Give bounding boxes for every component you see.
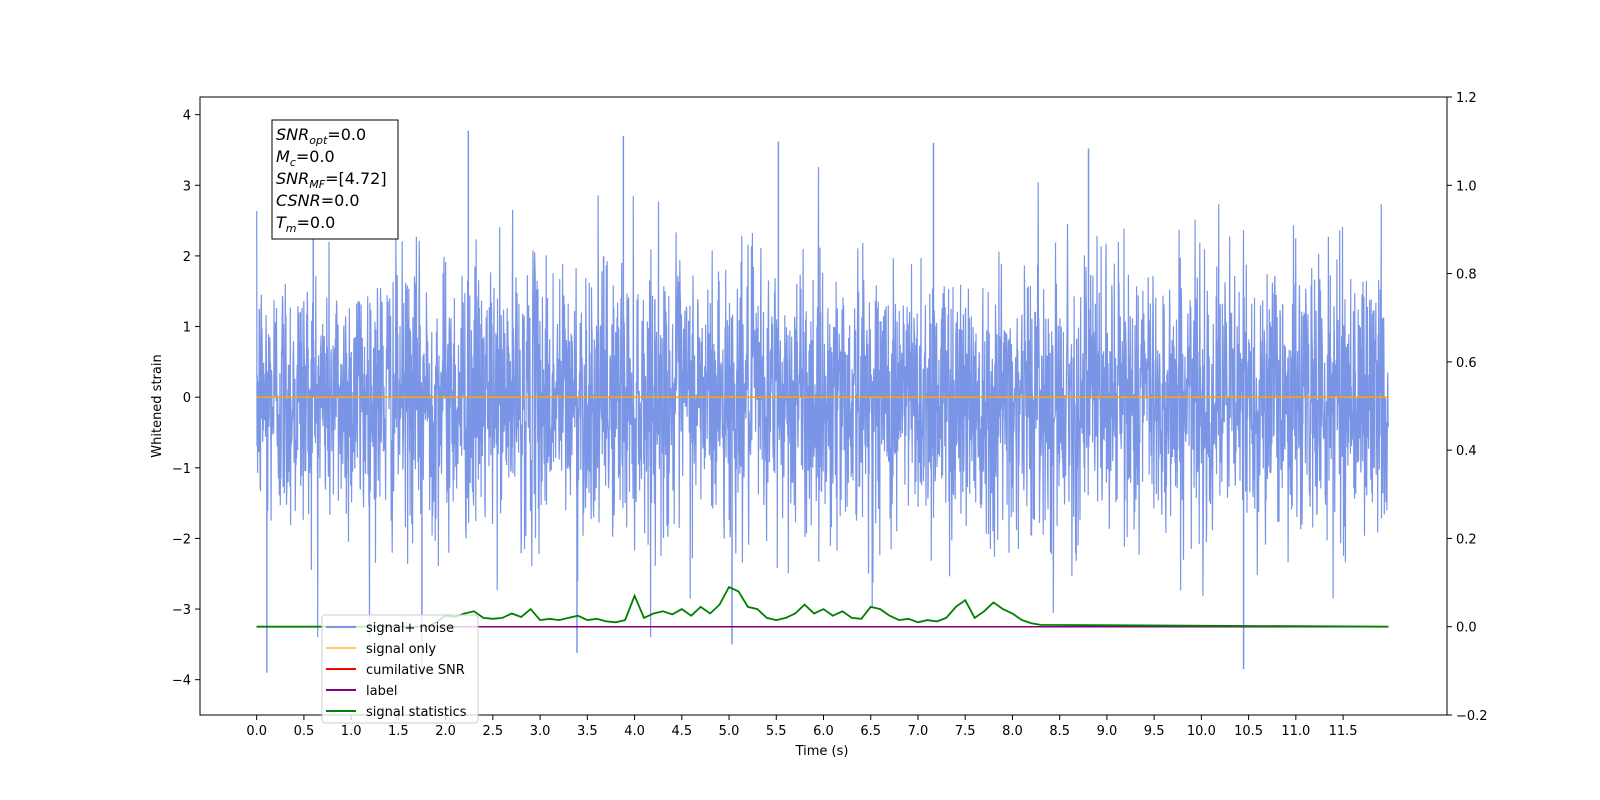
y-tick-label-right: −0.2 [1456,709,1488,724]
y-tick-label-left: −3 [172,603,191,618]
y-tick-label-right: 0.8 [1456,268,1477,283]
legend-frame [321,614,479,724]
y-tick-label-left: 1 [183,321,191,336]
legend: signal+ noise signal only cumilative SNR la… [321,614,479,724]
y-tick-label-right: 0.2 [1456,532,1477,547]
y-tick-label-left: −1 [172,462,191,477]
x-tick-label: 7.0 [908,724,929,739]
annotation-line: CSNR=0.0 [276,191,360,210]
legend-label: signal+ noise [366,621,454,636]
y-tick-label-left: −2 [172,532,191,547]
annotation-line: Mc=0.0 [276,147,335,169]
x-tick-label: 5.0 [719,724,740,739]
x-tick-label: 6.5 [860,724,881,739]
annotation-line: SNRMF=[4.72] [276,169,387,191]
x-tick-label: 5.5 [766,724,787,739]
legend-label: label [366,684,397,699]
x-tick-label: 8.5 [1049,724,1070,739]
legend-label: signal only [366,642,436,657]
x-tick-label: 7.5 [955,724,976,739]
legend-label: cumilative SNR [366,663,465,678]
y-tick-label-left: 3 [183,179,191,194]
x-tick-label: 0.0 [246,724,267,739]
y-tick-label-right: 0.4 [1456,444,1477,459]
x-tick-label: 1.5 [388,724,409,739]
y-axis-label: Whitened strain [150,354,165,457]
y-tick-label-right: 1.2 [1456,91,1477,106]
y-tick-label-left: 2 [183,250,191,265]
x-axis-label: Time (s) [795,744,849,759]
x-tick-label: 9.0 [1097,724,1118,739]
y-tick-label-left: −4 [172,674,191,689]
annotation-line: Tm=0.0 [276,213,335,235]
series-signal-statistics-line [256,585,1389,628]
y-tick-label-left: 0 [183,391,191,406]
x-tick-label: 10.0 [1187,724,1216,739]
x-tick-label: 6.0 [813,724,834,739]
x-tick-label: 3.0 [530,724,551,739]
x-tick-label: 2.0 [435,724,456,739]
x-tick-label: 3.5 [577,724,598,739]
y-tick-label-right: 0.0 [1456,621,1477,636]
y-axis-left: −4 −3 −2 −1 0 1 2 3 4 [172,109,200,689]
y-tick-label-right: 0.6 [1456,356,1477,371]
legend-label: signal statistics [366,705,467,720]
x-tick-label: 1.0 [341,724,362,739]
x-tick-label: 11.5 [1329,724,1358,739]
x-tick-label: 11.0 [1281,724,1310,739]
series-signal-noise-line [256,166,1389,638]
annotation-box-frame [271,119,399,240]
x-tick-label: 8.0 [1002,724,1023,739]
y-tick-label-right: 1.0 [1456,179,1477,194]
x-tick-label: 9.5 [1144,724,1165,739]
x-tick-label: 4.5 [671,724,692,739]
annotation-line: SNRopt=0.0 [276,125,366,147]
x-tick-label: 4.0 [624,724,645,739]
plot-area [256,125,1389,680]
x-tick-label: 2.5 [483,724,504,739]
x-axis: 0.0 0.5 1.0 1.5 2.0 2.5 3.0 3.5 4.0 4.5 5.0 5.5 6.0 6… [246,715,1358,739]
x-tick-label: 0.5 [294,724,315,739]
x-tick-label: 10.5 [1234,724,1263,739]
y-axis-right: −0.2 0.0 0.2 0.4 0.6 0.8 1.0 1.2 [1447,91,1488,724]
y-tick-label-left: 4 [183,109,191,124]
